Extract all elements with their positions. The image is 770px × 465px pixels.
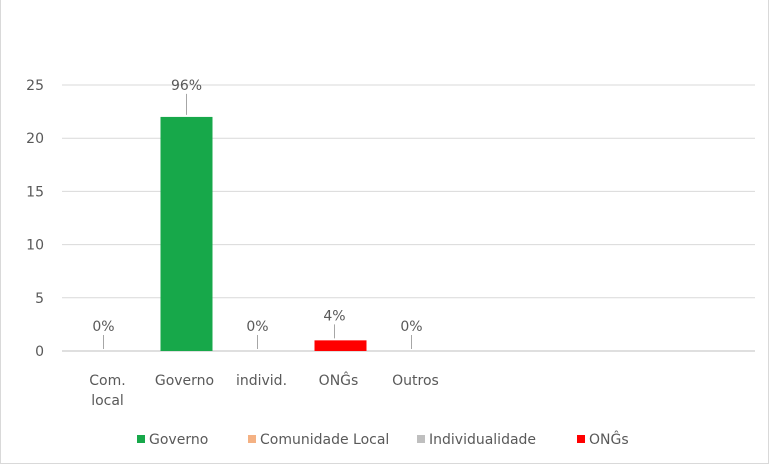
data-label: 0%: [246, 319, 268, 335]
data-label: 0%: [400, 319, 422, 335]
legend-swatch: [137, 435, 145, 443]
legend-swatch: [577, 435, 585, 443]
y-tick-label: 15: [26, 184, 44, 200]
y-tick-label: 25: [26, 78, 44, 94]
y-tick-label: 10: [26, 238, 44, 254]
legend-label: Comunidade Local: [260, 432, 389, 448]
x-tick-label: Outros: [392, 373, 439, 389]
legend-swatch: [248, 435, 256, 443]
bar: [314, 340, 367, 351]
x-tick-label: individ.: [236, 373, 287, 389]
y-tick-label: 5: [35, 291, 44, 307]
legend-swatch: [417, 435, 425, 443]
y-tick-label: 0: [35, 344, 44, 360]
y-tick-label: 20: [26, 131, 44, 147]
data-labels: 0% 96% 0% 4% 0%: [92, 78, 422, 335]
bar: [160, 116, 213, 351]
legend: Governo Comunidade Local Individualidade ON…: [137, 430, 629, 448]
legend-label: Governo: [149, 432, 208, 448]
legend-label: Individualidade: [429, 432, 536, 448]
bars: [160, 116, 367, 351]
x-axis-ticks: Com. local Governo individ. ONĜs Outros: [89, 371, 439, 409]
y-axis-ticks: 0 5 10 15 20 25: [26, 78, 44, 360]
x-tick-label: Com. local: [89, 373, 125, 409]
data-label: 0%: [92, 319, 114, 335]
data-label: 96%: [171, 78, 202, 94]
x-tick-label: ONĜs: [319, 371, 359, 389]
data-label: 4%: [323, 308, 345, 324]
leader-lines: [103, 93, 412, 349]
legend-label: ONĜs: [589, 430, 629, 448]
x-tick-label: Governo: [155, 373, 214, 389]
